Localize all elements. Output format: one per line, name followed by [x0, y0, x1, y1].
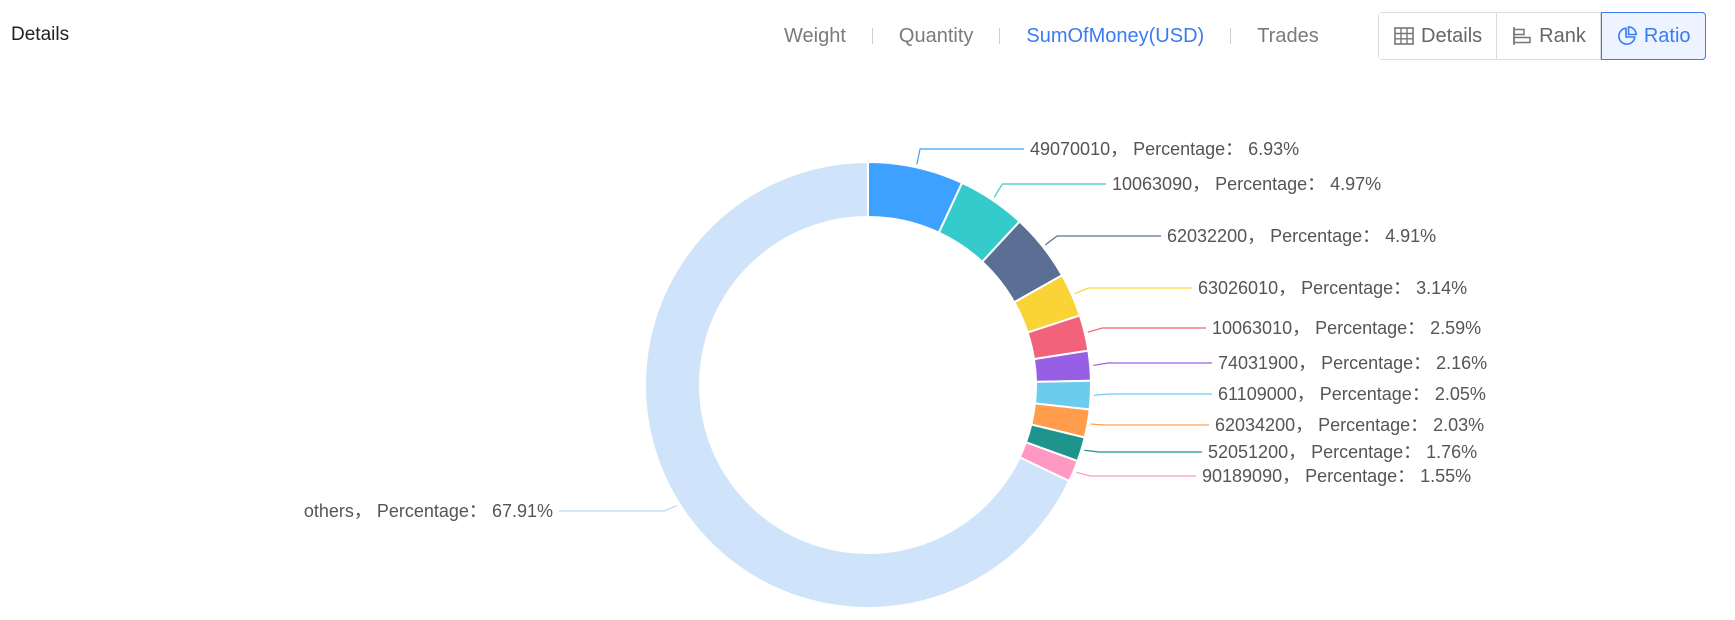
slice-label-61109000: 61109000， Percentage： 2.05%	[1218, 384, 1486, 404]
details-view-button[interactable]: Details	[1379, 13, 1498, 59]
leader-line-52051200	[1084, 449, 1202, 453]
leader-line-10063090	[993, 183, 1106, 198]
slice-label-49070010: 49070010， Percentage： 6.93%	[1030, 139, 1299, 159]
leader-line-90189090	[1076, 471, 1196, 477]
tab-divider	[871, 28, 873, 44]
leader-line-62032200	[1044, 235, 1161, 246]
slice-label-10063010: 10063010， Percentage： 2.59%	[1212, 318, 1481, 338]
tab-divider	[1230, 28, 1232, 44]
leader-line-61109000	[1093, 393, 1212, 396]
leader-line-others	[559, 505, 678, 512]
rank-view-label: Rank	[1539, 24, 1586, 47]
bar-rank-icon	[1511, 25, 1533, 47]
slice-others[interactable]	[644, 160, 1071, 609]
details-view-label: Details	[1421, 24, 1483, 47]
slice-label-52051200: 52051200， Percentage： 1.76%	[1208, 442, 1477, 462]
leader-line-62034200	[1090, 423, 1209, 426]
metric-tabs: Weight Quantity SumOfMoney(USD) Trades	[780, 21, 1323, 51]
table-icon	[1393, 25, 1415, 47]
tab-divider	[999, 28, 1001, 44]
slice-label-90189090: 90189090， Percentage： 1.55%	[1202, 466, 1471, 486]
leader-line-10063010	[1087, 327, 1206, 333]
leader-line-49070010	[916, 148, 1024, 165]
ratio-view-button[interactable]: Ratio	[1600, 12, 1706, 60]
header-bar: Details Weight Quantity SumOfMoney(USD) …	[0, 0, 1735, 72]
page-title: Details	[11, 24, 70, 45]
leader-line-63026010	[1074, 287, 1192, 295]
rank-view-button[interactable]: Rank	[1497, 13, 1601, 59]
pie-chart-icon	[1616, 25, 1638, 47]
slice-label-63026010: 63026010， Percentage： 3.14%	[1198, 278, 1467, 298]
slice-label-62034200: 62034200， Percentage： 2.03%	[1215, 415, 1484, 435]
ratio-view-label: Ratio	[1643, 24, 1691, 47]
slice-label-others: others， Percentage： 67.91%	[304, 501, 553, 521]
slice-label-62032200: 62032200， Percentage： 4.91%	[1167, 226, 1436, 246]
tab-trades[interactable]: Trades	[1257, 25, 1319, 47]
slice-label-10063090: 10063090， Percentage： 4.97%	[1112, 174, 1381, 194]
tab-sum-of-money[interactable]: SumOfMoney(USD)	[1026, 25, 1205, 47]
view-switcher: Details Rank Ratio	[1378, 12, 1706, 60]
leader-line-74031900	[1093, 362, 1212, 367]
tab-quantity[interactable]: Quantity	[898, 25, 974, 47]
tab-weight[interactable]: Weight	[784, 25, 846, 47]
slice-label-74031900: 74031900， Percentage： 2.16%	[1218, 353, 1487, 373]
